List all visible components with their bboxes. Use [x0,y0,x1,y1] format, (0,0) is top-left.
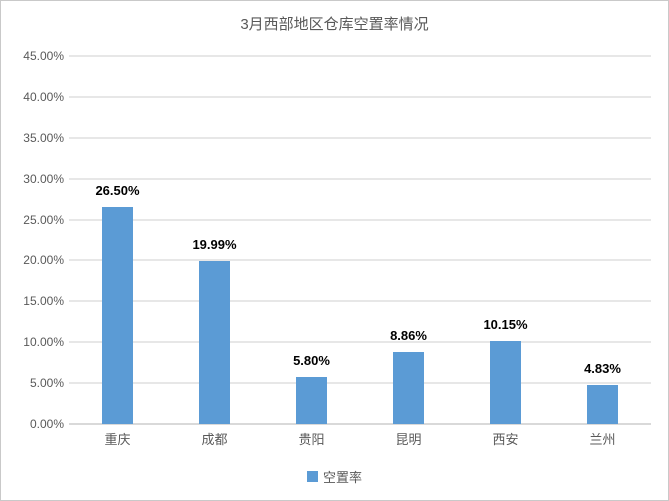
bar-value-label: 8.86% [390,327,427,343]
bar-昆明 [393,351,424,424]
bar-成都 [199,260,230,424]
y-axis-tick-label: 45.00% [23,49,64,63]
gridline [69,218,651,221]
x-axis-category-label: 重庆 [104,432,131,447]
chart-title: 3月西部地区仓库空置率情况 [240,16,429,33]
y-axis-tick-label: 0.00% [29,417,64,431]
bar-兰州 [587,384,618,424]
bar-重庆 [102,207,133,424]
y-axis-tick-label: 35.00% [23,130,64,145]
bar-value-label: 5.80% [293,352,330,368]
y-axis-tick-label: 10.00% [23,335,64,350]
x-axis-line [69,423,651,425]
x-axis-category-label: 成都 [201,432,228,447]
gridline [69,95,651,98]
legend-swatch-icon [306,471,318,482]
bar-value-label: 10.15% [483,316,528,332]
gridline [69,136,651,139]
y-axis-tick-label: 20.00% [23,253,64,268]
gridline [69,177,651,180]
x-axis-category-label: 贵阳 [298,432,325,447]
x-axis-category-label: 兰州 [589,432,616,447]
legend-label: 空置率 [322,470,362,485]
y-axis-tick-label: 40.00% [23,89,64,104]
x-axis-category-label: 西安 [492,432,519,447]
bar-西安 [490,340,521,424]
gridline [69,300,651,303]
y-axis-tick-label: 25.00% [23,212,64,227]
legend: 空置率 [1,467,668,486]
bar-贵阳 [296,376,327,424]
y-axis-tick-label: 5.00% [29,376,64,391]
gridline [69,341,651,344]
gridline [69,55,651,57]
y-axis-tick-label: 15.00% [23,294,64,309]
bar-value-label: 26.50% [95,183,140,199]
y-axis-tick-label: 30.00% [23,171,64,186]
gridline [69,382,651,385]
bar-value-label: 19.99% [192,236,237,252]
bar-value-label: 4.83% [584,360,621,376]
gridline [69,259,651,262]
x-axis-category-label: 昆明 [395,432,422,447]
